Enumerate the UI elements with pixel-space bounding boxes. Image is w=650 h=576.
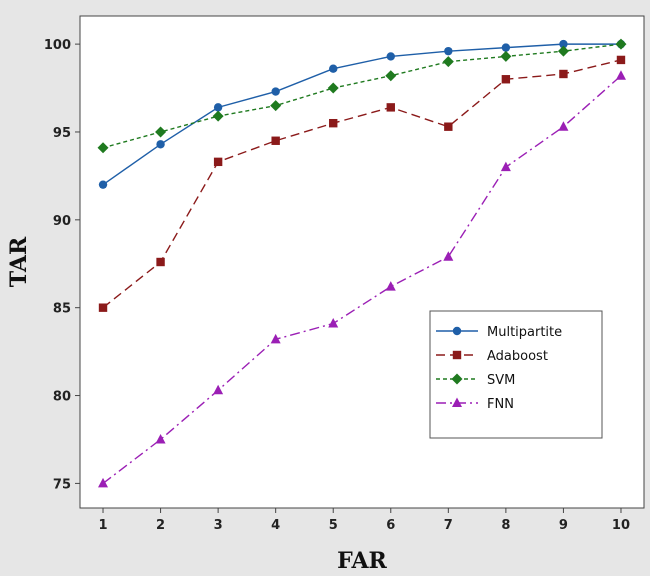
data-point xyxy=(98,477,109,488)
data-point xyxy=(615,70,626,80)
legend-item: Adaboost xyxy=(436,349,548,364)
data-point xyxy=(615,38,627,50)
legend-swatch-marker xyxy=(452,397,462,407)
legend-label: FNN xyxy=(487,397,514,412)
x-tick-label: 1 xyxy=(98,518,107,533)
legend-item: Multipartite xyxy=(436,325,562,340)
data-point xyxy=(329,118,338,128)
series-multipartite xyxy=(98,39,626,189)
x-tick-label: 3 xyxy=(214,518,223,533)
data-point xyxy=(271,87,280,96)
legend-label: SVM xyxy=(487,373,515,388)
legend-item: FNN xyxy=(436,397,514,412)
data-point xyxy=(501,43,511,52)
x-tick-label: 4 xyxy=(271,518,280,533)
data-point xyxy=(385,70,397,82)
y-tick-label: 95 xyxy=(53,126,71,141)
data-point xyxy=(500,161,511,172)
series-svm xyxy=(97,38,627,154)
data-point xyxy=(213,103,223,112)
y-tick-label: 80 xyxy=(53,390,71,405)
data-point xyxy=(386,103,395,112)
legend-swatch-marker xyxy=(451,373,463,385)
data-point xyxy=(156,257,165,267)
series-adaboost xyxy=(98,55,626,312)
y-tick-label: 85 xyxy=(53,302,71,317)
data-point xyxy=(386,52,395,61)
x-tick-label: 9 xyxy=(559,518,568,533)
x-axis-title: FAR xyxy=(337,548,387,574)
data-point xyxy=(270,333,281,344)
data-point xyxy=(616,55,626,65)
data-point xyxy=(327,82,339,94)
legend-swatch-marker xyxy=(452,350,462,360)
data-point xyxy=(156,140,165,149)
data-point xyxy=(213,157,223,167)
x-tick-label: 8 xyxy=(501,518,510,533)
data-point xyxy=(444,46,453,56)
data-point xyxy=(557,45,569,57)
data-point xyxy=(98,180,108,189)
series-layer xyxy=(97,38,627,488)
legend-label: Multipartite xyxy=(487,325,562,340)
data-point xyxy=(558,121,569,131)
legend: Multipartite Adaboost SVM FNN xyxy=(429,310,603,439)
data-point xyxy=(271,136,280,145)
data-point xyxy=(212,110,224,122)
y-axis-title: TAR xyxy=(6,236,32,287)
legend-item: SVM xyxy=(436,373,515,388)
series-fnn xyxy=(98,70,626,488)
series-line xyxy=(102,43,622,149)
x-tick-label: 6 xyxy=(386,518,395,533)
x-tick-label: 5 xyxy=(329,518,338,533)
x-tick-label: 7 xyxy=(444,518,453,533)
series-line xyxy=(102,43,621,186)
data-point xyxy=(385,281,396,291)
data-point xyxy=(97,142,109,154)
data-point xyxy=(501,75,511,84)
data-point xyxy=(328,318,339,328)
data-point xyxy=(329,64,338,73)
y-tick-label: 90 xyxy=(53,214,71,229)
data-point xyxy=(155,433,166,444)
y-tick-label: 100 xyxy=(44,38,71,53)
data-point xyxy=(443,251,454,261)
axis-ticks: 1 2 3 4 5 6 7 8 9 10 75 80 85 90 95 100 xyxy=(44,38,630,533)
data-point xyxy=(442,56,454,68)
data-point xyxy=(155,126,167,138)
x-tick-label: 2 xyxy=(156,518,165,533)
data-point xyxy=(270,100,282,112)
data-point xyxy=(559,39,568,49)
data-point xyxy=(213,384,224,395)
data-point xyxy=(98,303,108,312)
series-line xyxy=(102,59,622,309)
legend-swatch-marker xyxy=(452,326,462,336)
y-tick-label: 75 xyxy=(53,477,71,492)
data-point xyxy=(444,122,453,131)
data-point xyxy=(559,69,568,79)
legend-label: Adaboost xyxy=(487,349,548,364)
x-tick-label: 10 xyxy=(612,518,630,533)
data-point xyxy=(500,50,512,62)
